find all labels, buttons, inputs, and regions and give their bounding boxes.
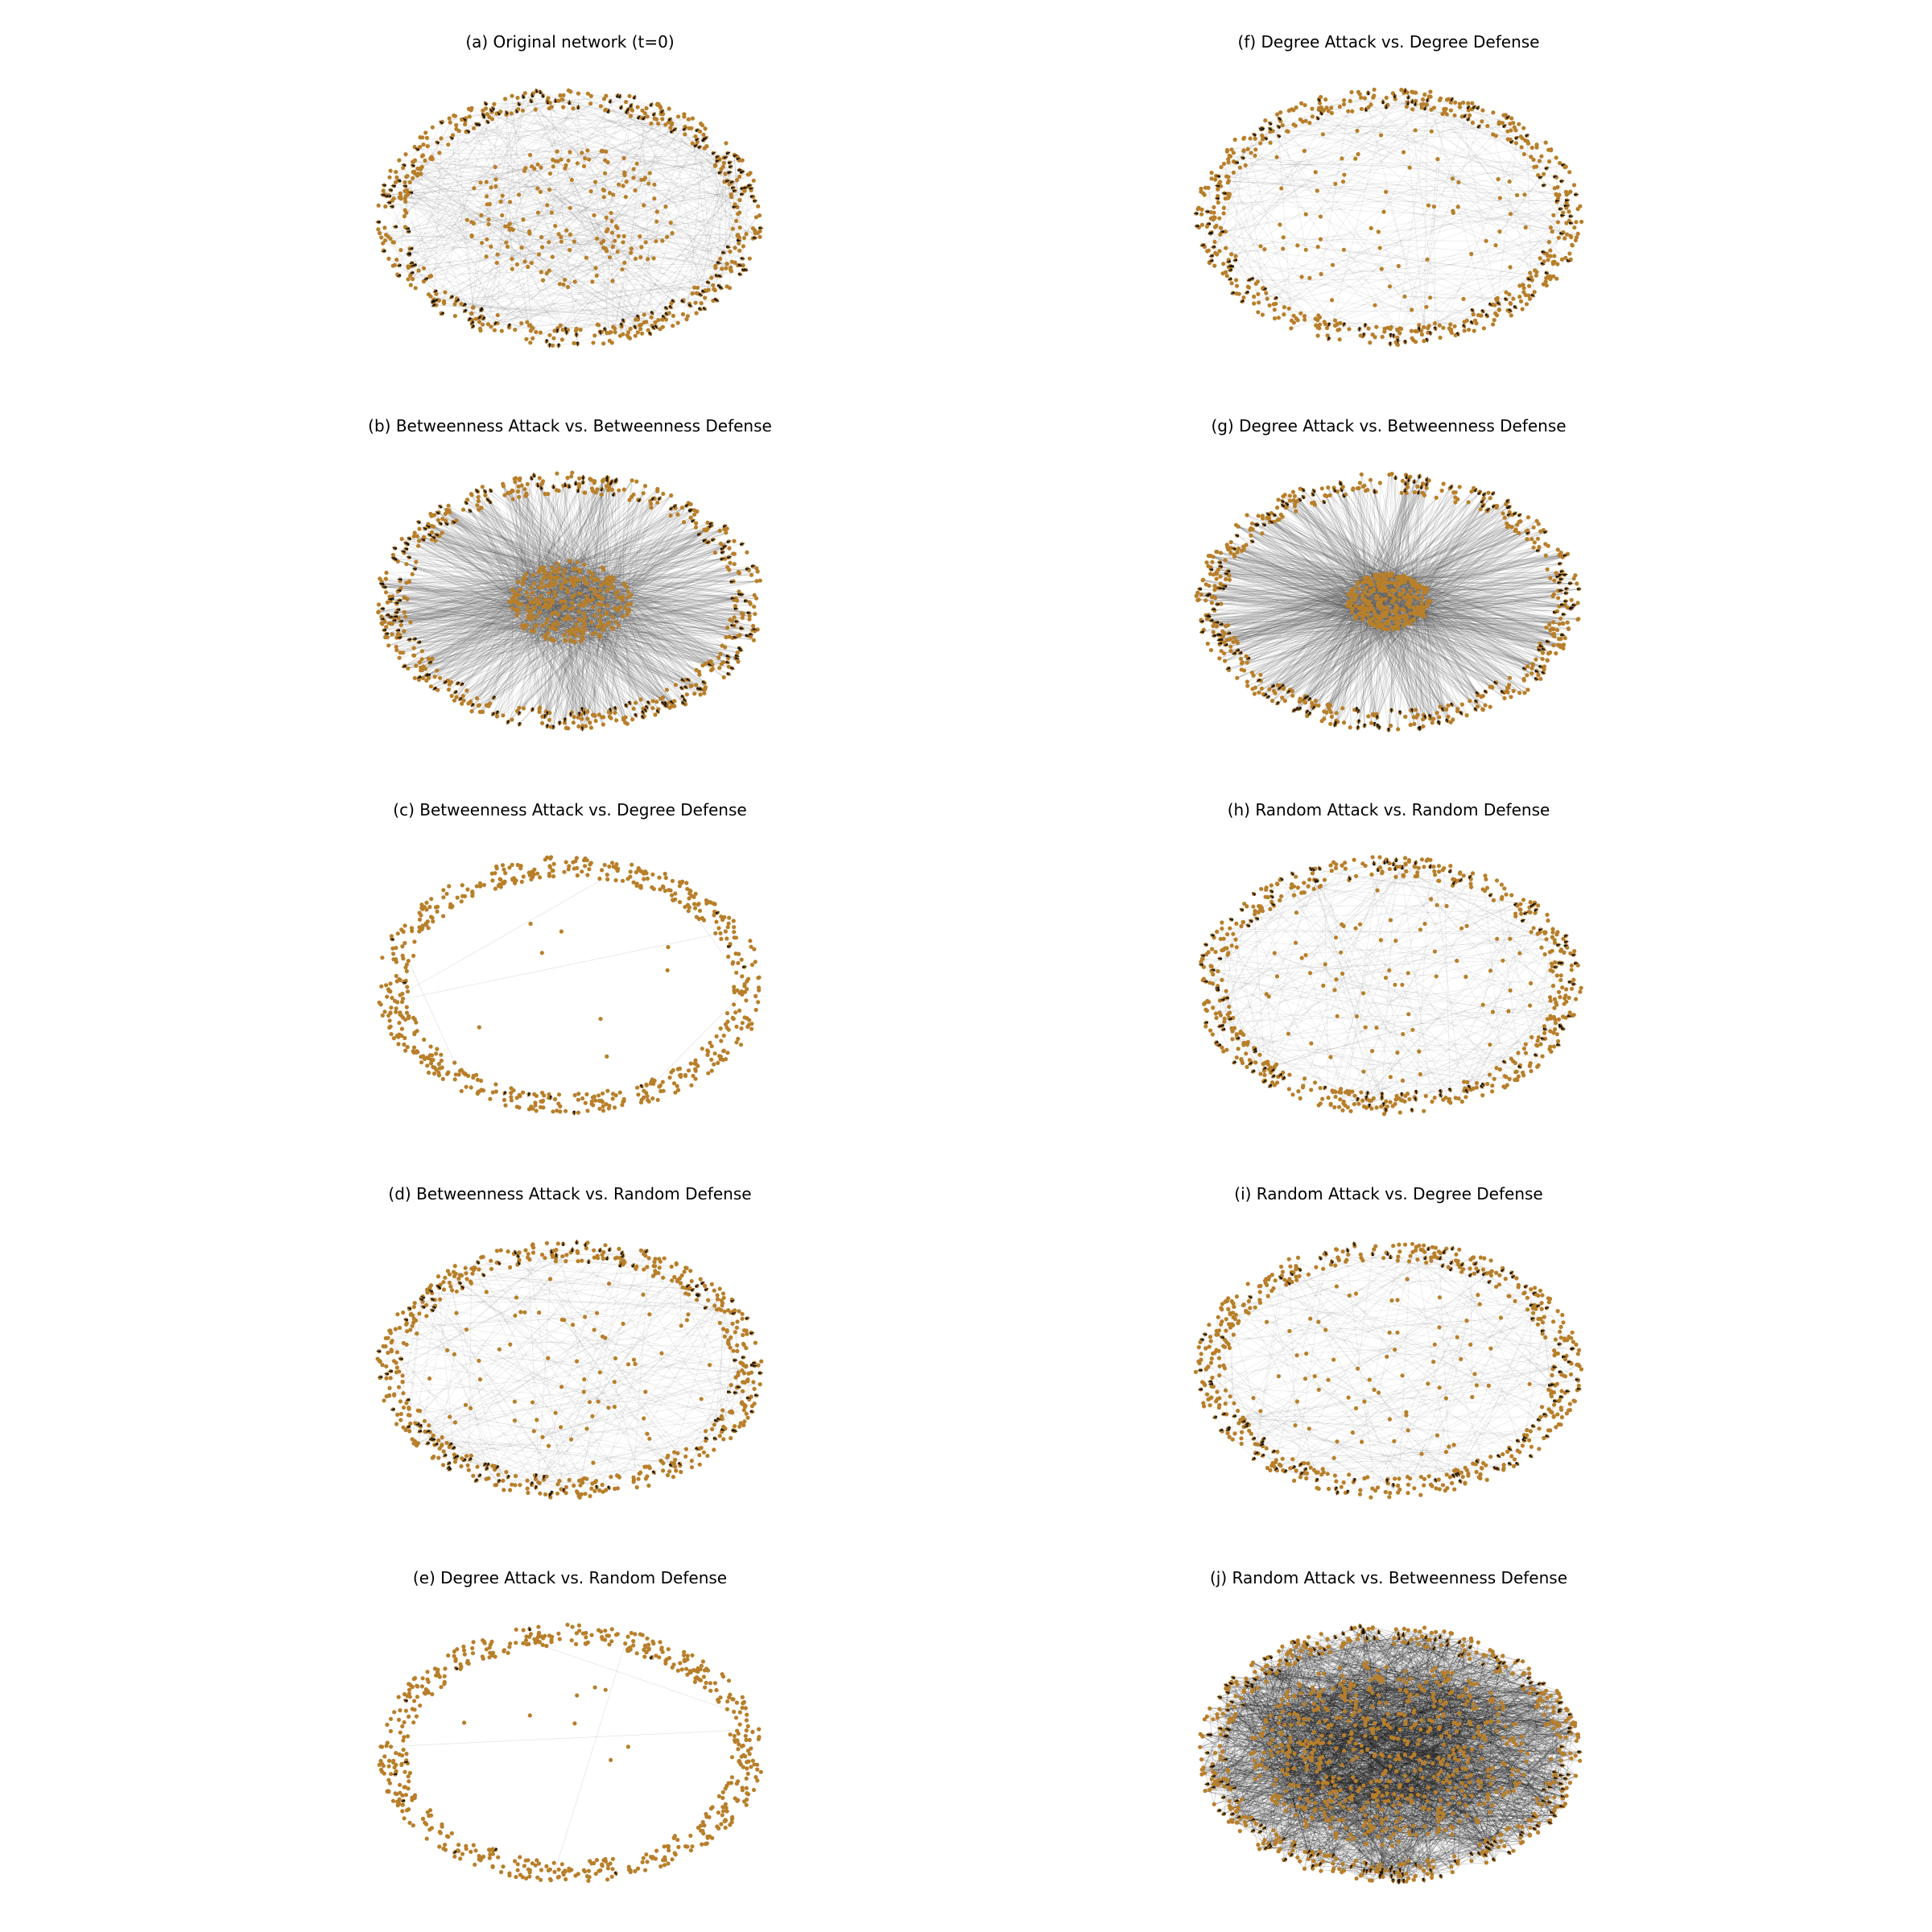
edge-layer bbox=[394, 870, 758, 1084]
node-layer bbox=[1198, 1624, 1583, 1885]
arrowhead-layer bbox=[1198, 857, 1579, 1114]
panel-title: (f) Degree Attack vs. Degree Defense bbox=[1237, 32, 1540, 52]
panel-e: (e) Degree Attack vs. Random Defense bbox=[345, 1568, 795, 1898]
network-graph bbox=[375, 88, 764, 349]
arrowhead-layer bbox=[375, 1239, 764, 1499]
arrowhead-layer bbox=[1197, 1241, 1583, 1496]
panel-f: (f) Degree Attack vs. Degree Defense bbox=[1163, 32, 1614, 362]
panel-title: (b) Betweenness Attack vs. Betweenness D… bbox=[368, 416, 772, 436]
panel-d: (d) Betweenness Attack vs. Random Defens… bbox=[345, 1184, 795, 1514]
panel-c: (c) Betweenness Attack vs. Degree Defens… bbox=[345, 800, 795, 1130]
edge-layer bbox=[378, 90, 761, 346]
panel-title: (a) Original network (t=0) bbox=[465, 32, 675, 52]
panel-b: (b) Betweenness Attack vs. Betweenness D… bbox=[345, 416, 795, 746]
node-layer bbox=[1194, 472, 1581, 733]
edge-layer bbox=[377, 1242, 761, 1498]
panel-j: (j) Random Attack vs. Betweenness Defens… bbox=[1163, 1568, 1614, 1898]
panel-title: (j) Random Attack vs. Betweenness Defens… bbox=[1210, 1568, 1567, 1587]
network-graph bbox=[1198, 1623, 1583, 1885]
arrowhead-layer bbox=[391, 1625, 654, 1876]
network-graph bbox=[1194, 472, 1583, 733]
node-layer bbox=[377, 1622, 763, 1883]
panel-title: (d) Betweenness Attack vs. Random Defens… bbox=[388, 1184, 752, 1203]
arrowhead-layer bbox=[1196, 473, 1583, 733]
panel-a: (a) Original network (t=0) bbox=[345, 32, 795, 362]
network-graph bbox=[375, 1239, 764, 1500]
node-layer bbox=[377, 855, 762, 1115]
panel-title: (i) Random Attack vs. Degree Defense bbox=[1234, 1184, 1543, 1203]
network-graph bbox=[1193, 1241, 1584, 1500]
arrowhead-layer bbox=[389, 911, 748, 1117]
panel-g: (g) Degree Attack vs. Betweenness Defens… bbox=[1163, 416, 1614, 746]
network-graph bbox=[1193, 87, 1584, 348]
arrowhead-layer bbox=[378, 472, 758, 733]
panel-title: (g) Degree Attack vs. Betweenness Defens… bbox=[1211, 416, 1567, 436]
arrowhead-layer bbox=[1193, 87, 1579, 348]
network-graph bbox=[1198, 855, 1583, 1117]
edge-layer bbox=[1197, 89, 1579, 345]
arrowhead-layer bbox=[375, 88, 764, 349]
network-graph bbox=[377, 855, 762, 1117]
panel-i: (i) Random Attack vs. Degree Defense bbox=[1163, 1184, 1614, 1514]
edge-layer bbox=[1196, 473, 1579, 730]
network-graph bbox=[377, 1622, 763, 1883]
panel-title: (e) Degree Attack vs. Random Defense bbox=[412, 1568, 728, 1587]
panel-h: (h) Random Attack vs. Random Defense bbox=[1163, 800, 1614, 1130]
panel-title: (h) Random Attack vs. Random Defense bbox=[1227, 800, 1550, 819]
edge-layer bbox=[1201, 857, 1582, 1115]
arrowhead-layer bbox=[1203, 1623, 1583, 1885]
network-graph bbox=[376, 470, 762, 733]
panel-title: (c) Betweenness Attack vs. Degree Defens… bbox=[393, 800, 747, 819]
